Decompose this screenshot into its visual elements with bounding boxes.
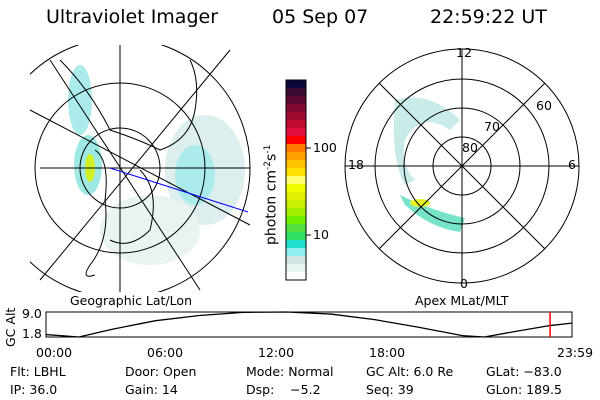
status-ip: IP: 36.0 <box>10 382 58 397</box>
alt-xtick: 12:00 <box>258 345 295 360</box>
colorbar-segment <box>286 264 306 273</box>
colorbar-segment <box>286 192 306 201</box>
status-mode: Mode: Normal <box>246 364 334 379</box>
lat-label-80: 80 <box>462 140 478 155</box>
right-map-caption: Apex MLat/MLT <box>415 293 509 308</box>
status-dsp: Dsp: −5.2 <box>246 382 321 397</box>
colorbar-segment <box>286 104 306 113</box>
colorbar-segment <box>286 88 306 97</box>
altitude-line <box>45 311 573 338</box>
alt-ylabel: GC Alt <box>3 307 18 347</box>
colorbar-segment <box>286 232 306 241</box>
alt-xtick: 00:00 <box>36 345 73 360</box>
geographic-map <box>30 45 251 292</box>
colorbar <box>286 80 306 281</box>
colorbar-segment <box>286 256 306 265</box>
colorbar-segment <box>286 272 306 281</box>
colorbar-ticks <box>306 147 311 236</box>
colorbar-segment <box>286 120 306 129</box>
alt-xtick: 23:59 <box>557 345 594 360</box>
alt-ytick-min: 1.8 <box>22 326 42 341</box>
status-filter: Flt: LBHL <box>10 364 66 379</box>
colorbar-label: photon cm-2s-1 <box>263 144 280 245</box>
status-glon: GLon: 189.5 <box>486 382 562 397</box>
colorbar-segment <box>286 80 306 89</box>
colorbar-segment <box>286 160 306 169</box>
colorbar-segment <box>286 144 306 153</box>
status-gain: Gain: 14 <box>125 382 178 397</box>
apex-polar-map <box>344 48 580 284</box>
colorbar-segment <box>286 184 306 193</box>
instrument-title: Ultraviolet Imager <box>46 6 219 28</box>
colorbar-segment <box>286 128 306 137</box>
status-door: Door: Open <box>125 364 197 379</box>
colorbar-segment <box>286 112 306 121</box>
colorbar-segment <box>286 240 306 249</box>
lat-label-60: 60 <box>536 98 552 113</box>
mlt-label-6: 6 <box>568 157 576 172</box>
status-glat: GLat: −83.0 <box>486 364 562 379</box>
alt-xtick: 18:00 <box>369 345 406 360</box>
alt-ytick-max: 9.0 <box>22 306 42 321</box>
colorbar-segment <box>286 152 306 161</box>
colorbar-segment <box>286 200 306 209</box>
lat-label-70: 70 <box>484 119 500 134</box>
colorbar-segment <box>286 176 306 185</box>
mlt-label-18: 18 <box>348 157 364 172</box>
colorbar-segment <box>286 208 306 217</box>
date-label: 05 Sep 07 <box>272 6 369 28</box>
colorbar-tick-100: 100 <box>313 140 337 155</box>
time-label: 22:59:22 UT <box>430 6 547 28</box>
colorbar-segment <box>286 136 306 145</box>
colorbar-segment <box>286 216 306 225</box>
status-gc-alt: GC Alt: 6.0 Re <box>366 364 454 379</box>
colorbar-segment <box>286 168 306 177</box>
mlt-label-0: 0 <box>460 276 468 291</box>
satellite-track-line <box>109 167 249 213</box>
colorbar-segment <box>286 96 306 105</box>
mlt-label-12: 12 <box>456 45 472 60</box>
colorbar-segment <box>286 224 306 233</box>
status-seq: Seq: 39 <box>366 382 414 397</box>
alt-xtick: 06:00 <box>147 345 184 360</box>
left-map-caption: Geographic Lat/Lon <box>70 293 192 308</box>
aurora-emission-left <box>68 65 245 265</box>
colorbar-tick-10: 10 <box>313 227 329 242</box>
alt-plot-frame <box>45 311 573 338</box>
colorbar-segment <box>286 248 306 257</box>
